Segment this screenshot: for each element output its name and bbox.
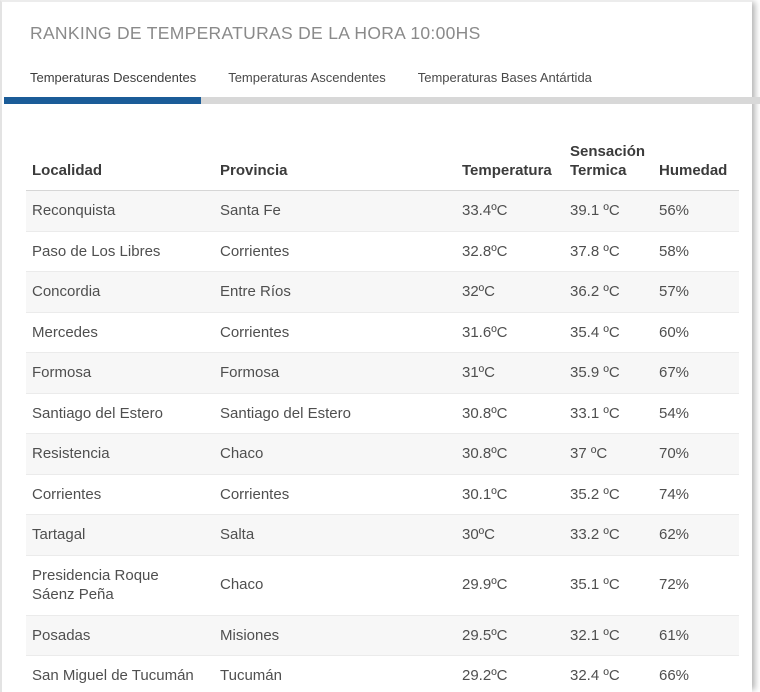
tab-temperaturas-bases-antartida[interactable]: Temperaturas Bases Antártida: [417, 70, 592, 85]
cell-provincia: Formosa: [220, 364, 280, 381]
cell-localidad: Concordia: [32, 283, 101, 300]
cell-humedad: 58%: [659, 242, 690, 260]
table-row: San Miguel de Tucumán Tucumán 29.2ºC 32.…: [26, 656, 739, 692]
tab-temperaturas-ascendentes[interactable]: Temperaturas Ascendentes: [228, 70, 386, 85]
cell-localidad: Mercedes: [32, 323, 98, 341]
cell-localidad: Paso de Los Libres: [32, 242, 161, 260]
cell-sensacion-termica: 39.1 ºC: [570, 202, 620, 219]
cell-temperatura: 31ºC: [462, 364, 495, 381]
table-row: Tartagal Salta 30ºC 33.2 ºC 62%: [26, 515, 739, 556]
col-header-provincia: Provincia: [220, 162, 288, 179]
cell-temperatura: 32ºC: [462, 283, 495, 300]
col-header-temperatura: Temperatura: [462, 162, 552, 179]
table-row: Formosa Formosa 31ºC 35.9 ºC 67%: [26, 353, 739, 394]
table-row: Resistencia Chaco 30.8ºC 37 ºC 70%: [26, 434, 739, 475]
cell-sensacion-termica: 36.2 ºC: [570, 283, 620, 300]
cell-sensacion-termica: 33.1 ºC: [570, 404, 620, 422]
table-header-row: Localidad Provincia Temperatura Sensació…: [26, 132, 739, 191]
cell-humedad: 57%: [659, 283, 690, 300]
cell-sensacion-termica: 35.2 ºC: [570, 485, 620, 503]
cell-temperatura: 29.2ºC: [462, 667, 508, 684]
table-row: Paso de Los Libres Corrientes 32.8ºC 37.…: [26, 231, 739, 272]
cell-humedad: 54%: [659, 404, 690, 422]
table-row: Mercedes Corrientes 31.6ºC 35.4 ºC 60%: [26, 312, 739, 353]
cell-provincia: Chaco: [220, 576, 264, 594]
cell-humedad: 66%: [659, 667, 690, 684]
cell-temperatura: 30.8ºC: [462, 404, 508, 422]
cell-provincia: Corrientes: [220, 242, 290, 260]
cell-provincia: Entre Ríos: [220, 283, 291, 300]
cell-localidad: Posadas: [32, 626, 91, 644]
page-title: RANKING DE TEMPERATURAS DE LA HORA 10:00…: [30, 23, 481, 43]
cell-humedad: 56%: [659, 202, 690, 219]
cell-provincia: Salta: [220, 526, 255, 543]
cell-provincia: Santa Fe: [220, 202, 281, 219]
cell-provincia: Tucumán: [220, 667, 282, 684]
cell-sensacion-termica: 35.9 ºC: [570, 364, 620, 381]
cell-localidad: San Miguel de Tucumán: [32, 667, 194, 684]
cell-provincia: Misiones: [220, 626, 280, 644]
cell-temperatura: 32.8ºC: [462, 242, 508, 260]
cell-sensacion-termica: 37 ºC: [570, 445, 608, 462]
table-row: Santiago del Estero Santiago del Estero …: [26, 393, 739, 434]
tab-bar: Temperaturas Descendentes Temperaturas A…: [30, 70, 592, 85]
cell-localidad: Presidencia Roque Sáenz Peña: [32, 566, 159, 604]
cell-temperatura: 31.6ºC: [462, 323, 508, 341]
cell-localidad: Formosa: [32, 364, 92, 381]
cell-temperatura: 30.1ºC: [462, 485, 508, 503]
cell-humedad: 67%: [659, 364, 690, 381]
col-header-humedad: Humedad: [659, 162, 728, 179]
cell-sensacion-termica: 32.4 ºC: [570, 667, 620, 684]
cell-localidad: Tartagal: [32, 526, 86, 543]
cell-sensacion-termica: 35.4 ºC: [570, 323, 620, 341]
cell-humedad: 62%: [659, 526, 690, 543]
cell-localidad: Reconquista: [32, 202, 116, 219]
cell-provincia: Corrientes: [220, 485, 290, 503]
table-body: Reconquista Santa Fe 33.4ºC 39.1 ºC 56% …: [26, 191, 739, 692]
table-row: Concordia Entre Ríos 32ºC 36.2 ºC 57%: [26, 272, 739, 313]
table-row: Presidencia Roque Sáenz Peña Chaco 29.9º…: [26, 555, 739, 616]
tab-track: [4, 97, 760, 104]
cell-temperatura: 29.9ºC: [462, 576, 508, 594]
cell-provincia: Corrientes: [220, 323, 290, 341]
tab-temperaturas-descendentes[interactable]: Temperaturas Descendentes: [30, 70, 197, 85]
active-tab-indicator: [4, 97, 201, 104]
cell-localidad: Resistencia: [32, 445, 110, 462]
cell-humedad: 70%: [659, 445, 690, 462]
cell-sensacion-termica: 35.1 ºC: [570, 576, 620, 594]
cell-humedad: 61%: [659, 626, 690, 644]
table-row: Posadas Misiones 29.5ºC 32.1 ºC 61%: [26, 615, 739, 656]
cell-temperatura: 30ºC: [462, 526, 495, 543]
temperature-table: Localidad Provincia Temperatura Sensació…: [26, 132, 739, 692]
cell-localidad: Corrientes: [32, 485, 102, 503]
cell-provincia: Chaco: [220, 445, 264, 462]
col-header-localidad: Localidad: [32, 162, 103, 179]
cell-temperatura: 29.5ºC: [462, 626, 508, 644]
cell-localidad: Santiago del Estero: [32, 404, 163, 422]
cell-temperatura: 30.8ºC: [462, 445, 508, 462]
cell-provincia: Santiago del Estero: [220, 404, 351, 422]
cell-humedad: 74%: [659, 485, 690, 503]
table-row: Corrientes Corrientes 30.1ºC 35.2 ºC 74%: [26, 474, 739, 515]
cell-humedad: 72%: [659, 576, 690, 594]
col-header-sensacion-termica: Sensación Termica: [570, 143, 646, 179]
table-row: Reconquista Santa Fe 33.4ºC 39.1 ºC 56%: [26, 191, 739, 232]
cell-sensacion-termica: 32.1 ºC: [570, 626, 620, 644]
cell-temperatura: 33.4ºC: [462, 202, 508, 219]
cell-sensacion-termica: 33.2 ºC: [570, 526, 620, 543]
cell-humedad: 60%: [659, 323, 690, 341]
cell-sensacion-termica: 37.8 ºC: [570, 242, 620, 260]
